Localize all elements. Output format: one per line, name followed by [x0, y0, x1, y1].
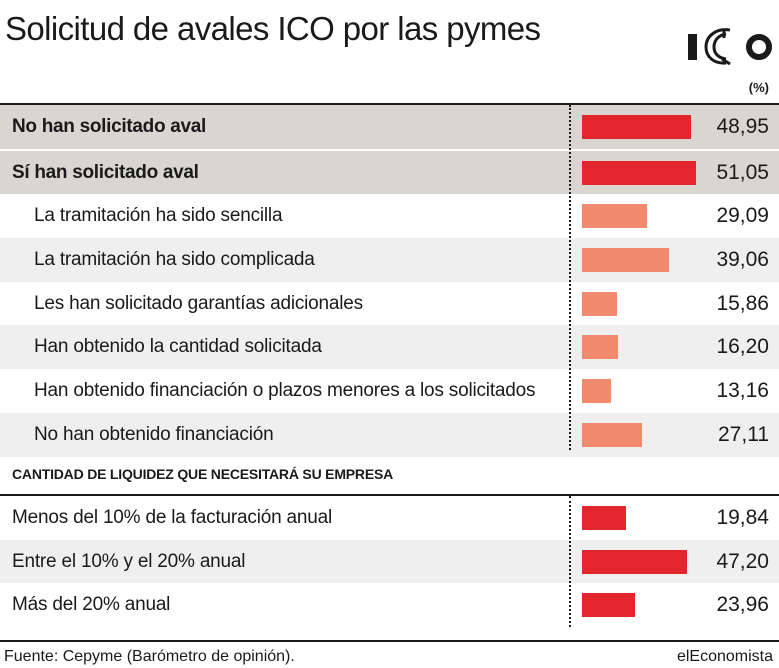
bar-label: Han obtenido financiación o plazos menor… [34, 379, 536, 401]
bar [582, 549, 688, 574]
group-aval: No han solicitado aval 48,95 Sí han solici… [0, 105, 779, 457]
bar-row: Menos del 10% de la facturación anual 19,… [0, 496, 779, 540]
bar-value-label: 23,96 [716, 593, 769, 617]
bar-row: La tramitación ha sido complicada 39,06 [0, 238, 779, 282]
bar-value-label: 48,95 [716, 114, 769, 138]
bar-row: Más del 20% anual 23,96 [0, 583, 779, 627]
bar-row: Han obtenido financiación o plazos menor… [0, 369, 779, 413]
bar-label: Más del 20% anual [12, 594, 171, 616]
source-note: Fuente: Cepyme (Barómetro de opinión). [4, 648, 295, 665]
bar [582, 505, 627, 530]
bar-value-label: 47,20 [716, 549, 769, 573]
unit-label: (%) [748, 80, 769, 95]
bar-value-label: 51,05 [716, 160, 769, 184]
bar-value-label: 19,84 [716, 505, 769, 529]
bar [582, 593, 636, 618]
ico-logo-icon [688, 28, 772, 66]
bar-value-label: 29,09 [716, 204, 769, 228]
chart-title: Solicitud de avales ICO por las pymes [5, 10, 541, 47]
bar-row: Sí han solicitado aval 51,05 [0, 148, 779, 195]
dotted-separator [569, 105, 571, 450]
bar [582, 160, 696, 185]
bar-label: Entre el 10% y el 20% anual [12, 550, 246, 572]
bar-row: No han obtenido financiación 27,11 [0, 412, 779, 457]
bar-value-label: 13,16 [716, 378, 769, 402]
header: Solicitud de avales ICO por las pymes [0, 0, 779, 80]
bar-row: Les han solicitado garantías adicionales… [0, 282, 779, 326]
bar-label: Han obtenido la cantidad solicitada [34, 336, 322, 358]
brand-name: elEconomista [676, 648, 773, 665]
bar-label: Menos del 10% de la facturación anual [12, 506, 333, 528]
dotted-separator-2 [569, 496, 571, 627]
bar [582, 422, 643, 447]
bar-row: Entre el 10% y el 20% anual 47,20 [0, 539, 779, 584]
bar-label: La tramitación ha sido sencilla [34, 205, 283, 227]
bar-row: Han obtenido la cantidad solicitada 16,20 [0, 325, 779, 370]
bar [582, 114, 692, 139]
section-heading: CANTIDAD DE LIQUIDEZ QUE NECESITARÁ SU E… [12, 466, 394, 482]
top-rule [0, 103, 779, 105]
bar-label: No han solicitado aval [12, 115, 207, 137]
bar [582, 291, 618, 316]
section-rule [0, 494, 779, 496]
bar [582, 247, 670, 272]
bar [582, 204, 647, 229]
bar [582, 378, 612, 403]
bar-value-label: 15,86 [716, 291, 769, 315]
bar [582, 335, 619, 360]
bottom-rule [0, 640, 779, 642]
bar-row: No han solicitado aval 48,95 [0, 105, 779, 149]
bar-value-label: 39,06 [716, 247, 769, 271]
bar-value-label: 16,20 [716, 335, 769, 359]
group-liquidez: Menos del 10% de la facturación anual 19,… [0, 496, 779, 627]
bar-label: No han obtenido financiación [34, 423, 274, 445]
bar-label: Sí han solicitado aval [12, 161, 199, 183]
bar-row: La tramitación ha sido sencilla 29,09 [0, 194, 779, 238]
bar-label: La tramitación ha sido complicada [34, 248, 315, 270]
bar-label: Les han solicitado garantías adicionales [34, 292, 363, 314]
bar-value-label: 27,11 [718, 422, 769, 446]
